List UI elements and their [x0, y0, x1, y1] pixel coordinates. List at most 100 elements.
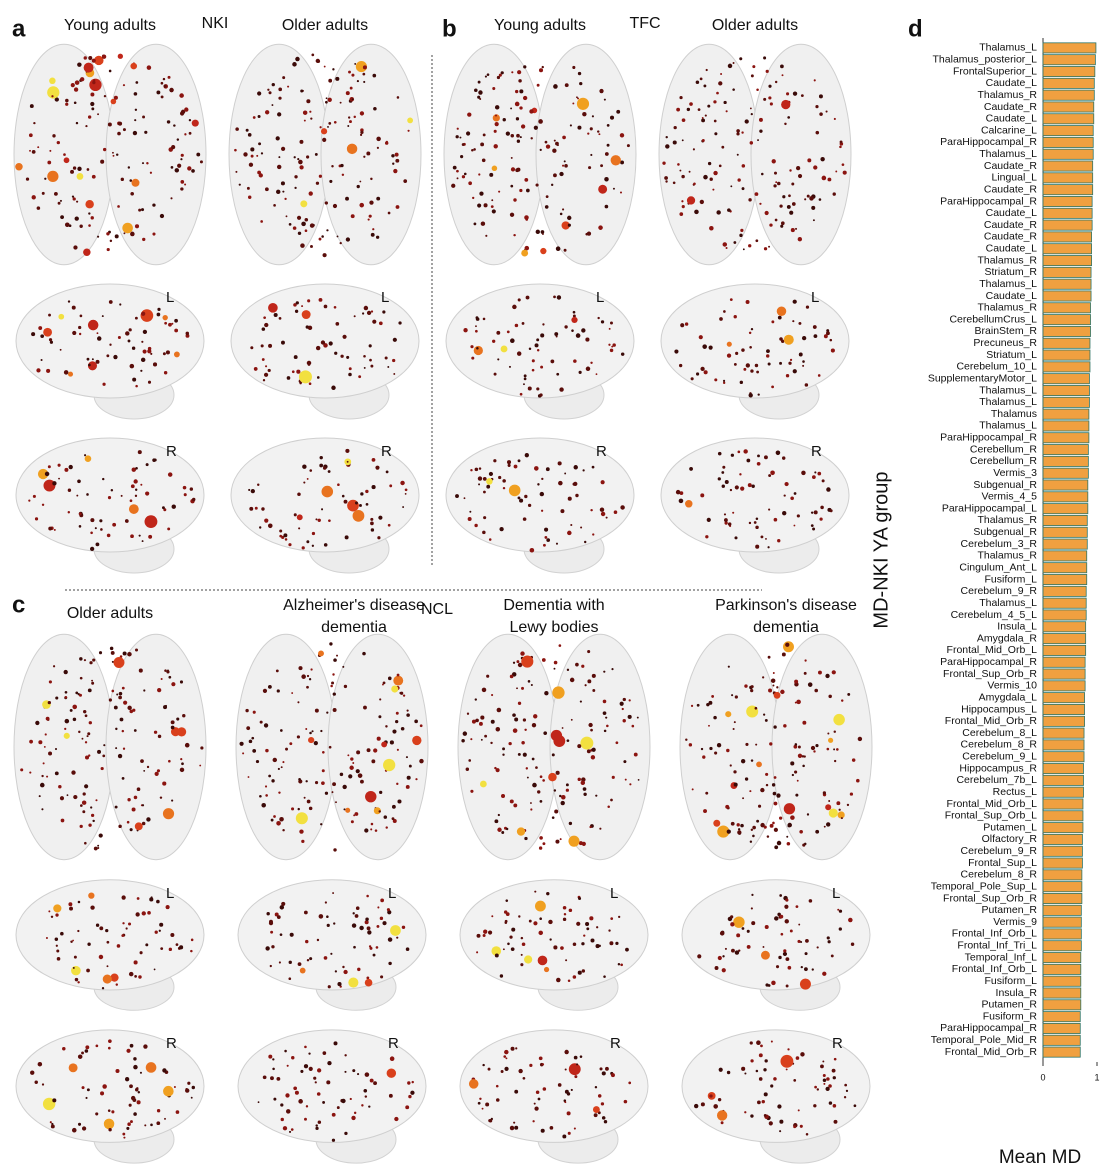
y-tick-label: Caudate_L	[986, 290, 1038, 302]
node-dot	[705, 792, 708, 795]
node-dot	[299, 829, 303, 833]
node-dot	[239, 184, 241, 186]
node-dot	[55, 913, 58, 916]
node-dot	[603, 975, 606, 978]
node-dot	[735, 485, 739, 489]
node-dot	[279, 317, 282, 320]
node-dot	[755, 364, 758, 367]
bar	[1043, 161, 1093, 171]
node-dot	[590, 509, 592, 511]
node-dot	[847, 693, 850, 696]
node-dot	[782, 74, 784, 76]
bar	[1043, 893, 1082, 903]
node-dot	[370, 828, 372, 830]
node-dot	[518, 298, 521, 301]
node-dot	[576, 333, 581, 338]
node-dot	[798, 1109, 800, 1111]
node-dot	[822, 479, 825, 482]
node-dot	[719, 317, 723, 321]
node-dot	[701, 118, 705, 122]
node-dot	[171, 145, 175, 149]
node-dot	[108, 1047, 111, 1050]
node-dot	[285, 748, 288, 751]
node-dot	[766, 349, 770, 353]
bar	[1043, 126, 1093, 136]
y-tick-label: Lingual_L	[991, 172, 1037, 184]
node-dot	[587, 679, 591, 683]
node-dot	[798, 174, 802, 178]
node-dot	[553, 945, 557, 949]
node-dot	[677, 163, 680, 166]
node-dot	[386, 470, 389, 473]
node-dot	[189, 119, 191, 121]
node-dot	[147, 911, 151, 915]
node-dot	[302, 546, 305, 549]
node-dot	[820, 157, 824, 161]
node-dot	[294, 355, 298, 359]
node-dot	[300, 200, 307, 207]
node-dot	[130, 1120, 133, 1123]
node-dot	[40, 783, 45, 788]
y-tick-label: Cerebelum_9_R	[961, 585, 1038, 597]
node-dot	[335, 77, 339, 81]
node-dot	[48, 752, 52, 756]
node-dot	[89, 661, 92, 664]
node-dot	[371, 759, 375, 763]
node-dot	[601, 480, 605, 484]
node-dot	[689, 171, 691, 173]
node-dot	[135, 495, 137, 497]
node-dot	[611, 668, 613, 670]
node-dot	[778, 956, 781, 959]
node-dot	[92, 358, 94, 360]
node-dot	[513, 803, 517, 807]
node-dot	[282, 76, 285, 79]
node-dot	[290, 933, 294, 937]
node-dot	[679, 170, 681, 172]
node-dot	[37, 206, 41, 210]
node-dot	[483, 133, 486, 136]
node-dot	[380, 898, 384, 902]
node-dot	[707, 105, 710, 108]
bar	[1043, 716, 1085, 726]
node-dot	[540, 775, 543, 778]
node-dot	[611, 155, 621, 165]
node-dot	[369, 200, 373, 204]
node-dot	[586, 367, 591, 372]
node-dot	[265, 794, 268, 797]
node-dot	[542, 658, 546, 662]
node-dot	[515, 168, 519, 172]
node-dot	[303, 481, 305, 483]
node-dot	[118, 122, 122, 126]
node-dot	[46, 937, 48, 939]
node-dot	[352, 923, 356, 927]
node-dot	[296, 812, 308, 824]
node-dot	[578, 778, 581, 781]
node-dot	[755, 192, 759, 196]
node-dot	[734, 315, 737, 318]
node-dot	[130, 364, 135, 369]
node-dot	[559, 387, 563, 391]
node-dot	[579, 371, 582, 374]
node-dot	[288, 977, 291, 980]
node-dot	[515, 324, 518, 327]
node-dot	[491, 694, 493, 696]
node-dot	[625, 948, 629, 952]
node-dot	[406, 713, 410, 717]
node-dot	[117, 944, 121, 948]
node-dot	[119, 303, 121, 305]
y-tick-label: Caudate_R	[984, 101, 1038, 113]
node-dot	[380, 917, 383, 920]
node-dot	[392, 817, 395, 820]
node-dot	[297, 701, 299, 703]
node-dot	[182, 714, 185, 717]
node-dot	[122, 223, 133, 234]
y-tick-label: Calcarine_L	[981, 124, 1037, 136]
node-dot	[305, 780, 307, 782]
node-dot	[373, 1081, 377, 1085]
node-dot	[628, 715, 632, 719]
node-dot	[665, 144, 669, 148]
node-dot	[571, 719, 573, 721]
node-dot	[29, 133, 33, 137]
node-dot	[698, 108, 701, 111]
node-dot	[718, 477, 721, 480]
